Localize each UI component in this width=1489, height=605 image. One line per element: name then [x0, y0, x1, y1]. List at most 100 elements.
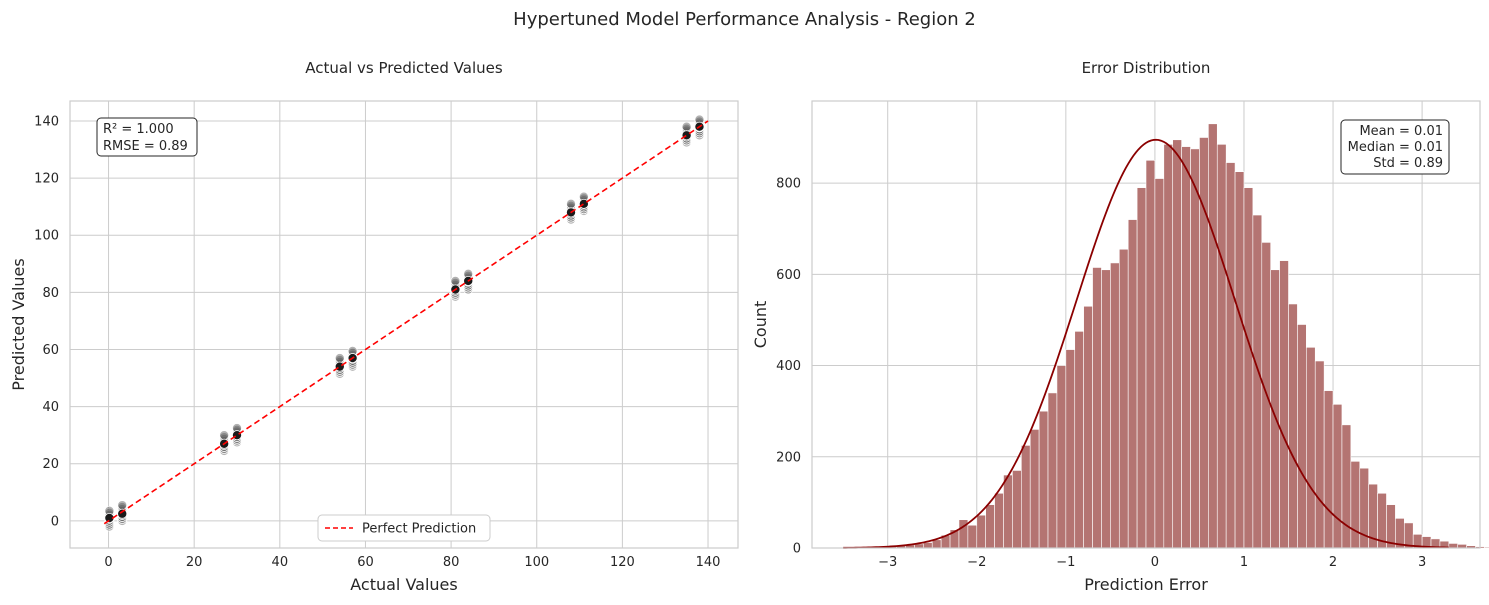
histogram-xtick-label: 1: [1240, 555, 1248, 570]
histogram-bar: [967, 524, 978, 549]
histogram-bar: [1029, 429, 1040, 549]
scatter-point: [117, 500, 128, 511]
histogram-xtick-label: 3: [1418, 555, 1426, 570]
histogram-bar: [1003, 474, 1013, 549]
scatter-stats-box: R² = 1.000 RMSE = 0.89: [96, 117, 198, 157]
scatter-ytick-label: 100: [34, 229, 59, 244]
histogram-ytick-label: 800: [776, 177, 801, 192]
histogram-bar: [1012, 470, 1022, 549]
histogram-bar: [1118, 248, 1129, 549]
histogram-bar: [1484, 546, 1489, 549]
histogram-stats-box-frame: [1340, 119, 1450, 175]
histogram-bar: [1403, 522, 1414, 549]
histogram-bar: [1065, 349, 1076, 549]
scatter-point: [334, 361, 345, 372]
scatter-xtick-label: 20: [186, 555, 203, 570]
scatter-axes: Actual vs Predicted Values 0 20 40 60 80 100 1…: [9, 59, 739, 594]
histogram-bar: [1154, 178, 1165, 549]
scatter-point: [578, 198, 589, 209]
histogram-bar: [1172, 139, 1182, 549]
scatter-legend: Perfect Prediction: [317, 514, 491, 542]
scatter-point: [450, 275, 461, 286]
histogram-xtick-label: −2: [967, 555, 986, 570]
histogram-bar: [1074, 331, 1084, 549]
histogram-bar: [1127, 219, 1138, 549]
histogram-ytick-label: 600: [776, 268, 801, 283]
scatter-xtick-label: 0: [104, 555, 112, 570]
scatter-xtick-label: 140: [696, 555, 721, 570]
histogram-bar: [1145, 159, 1156, 549]
scatter-ytick-label: 120: [34, 172, 59, 187]
figure-suptitle: Hypertuned Model Performance Analysis - …: [513, 9, 976, 30]
histogram-bar: [1252, 214, 1263, 549]
mean-stat: Mean = 0.01: [1359, 124, 1443, 139]
histogram-bar: [1288, 303, 1298, 549]
scatter-ticks: 0 20 40 60 80 100 120 140 0 20 40 60 80 100 120 140: [34, 114, 720, 570]
histogram-frame: [811, 100, 1481, 549]
histogram-bar: [1243, 187, 1254, 549]
histogram-bar: [1350, 461, 1361, 549]
scatter-ytick-label: 20: [42, 457, 59, 472]
scatter-ytick-label: 80: [42, 286, 59, 301]
scatter-ylabel: Predicted Values: [9, 258, 28, 390]
scatter-point: [219, 430, 230, 441]
histogram-ytick-label: 400: [776, 359, 801, 374]
scatter-xtick-label: 40: [272, 555, 289, 570]
histogram-bar: [1332, 404, 1343, 549]
histogram-bar: [1110, 262, 1120, 549]
histogram-bar: [1279, 260, 1289, 549]
histogram-bar: [1092, 267, 1102, 549]
scatter-stats-box-frame: [96, 117, 198, 157]
scatter-point: [681, 121, 692, 132]
scatter-title: Actual vs Predicted Values: [305, 59, 503, 77]
scatter-point: [566, 198, 577, 209]
scatter-ytick-label: 140: [34, 114, 59, 129]
histogram-bar: [931, 539, 942, 549]
perfect-prediction-line: [103, 120, 709, 525]
histogram-ytick-label: 0: [793, 542, 801, 557]
histogram-bar: [985, 504, 995, 549]
histogram-bars: [860, 123, 1489, 549]
scatter-xlabel: Actual Values: [350, 575, 457, 594]
histogram-bar: [1083, 305, 1093, 549]
r2-stat: R² = 1.000: [103, 122, 174, 137]
histogram-bar: [923, 542, 933, 549]
scatter-point: [334, 353, 345, 364]
histogram-axes: Error Distribution −3 −2 −1 0 1 2 3 0 200 400 600 8…: [751, 59, 1489, 594]
histogram-bar: [1047, 392, 1058, 549]
histogram-bar: [1208, 123, 1218, 549]
histogram-title: Error Distribution: [1082, 59, 1211, 77]
scatter-frame: [69, 100, 739, 549]
histogram-bar: [1323, 390, 1334, 549]
histogram-bar: [1306, 347, 1316, 549]
histogram-bar: [1021, 445, 1031, 549]
histogram-xlabel: Prediction Error: [1084, 575, 1208, 594]
scatter-ytick-label: 0: [51, 514, 59, 529]
histogram-bar: [1341, 424, 1352, 549]
histogram-xtick-label: 2: [1329, 555, 1337, 570]
scatter-xtick-label: 100: [524, 555, 549, 570]
scatter-ytick-label: 60: [42, 343, 59, 358]
histogram-bar: [1163, 144, 1174, 549]
histogram-bar: [1181, 146, 1191, 549]
legend-label: Perfect Prediction: [362, 522, 476, 537]
std-stat: Std = 0.89: [1373, 156, 1443, 171]
histogram-ticks: −3 −2 −1 0 1 2 3 0 200 400 600 800: [776, 177, 1426, 570]
histogram-bar: [1136, 187, 1147, 549]
legend-frame: [317, 514, 491, 542]
kde-curve: [843, 138, 1449, 549]
histogram-bar: [1038, 410, 1049, 549]
histogram-bar: [1314, 360, 1325, 549]
histogram-stats-box: Mean = 0.01 Median = 0.01 Std = 0.89: [1340, 119, 1450, 175]
histogram-ylabel: Count: [751, 301, 770, 349]
histogram-bar: [1297, 324, 1307, 549]
rmse-stat: RMSE = 0.89: [103, 139, 188, 154]
scatter-ytick-label: 40: [42, 400, 59, 415]
histogram-bar: [1448, 543, 1459, 549]
scatter-xtick-label: 80: [443, 555, 460, 570]
histogram-bar: [1216, 144, 1227, 549]
histogram-ytick-label: 200: [776, 450, 801, 465]
scatter-grid: [70, 101, 738, 548]
